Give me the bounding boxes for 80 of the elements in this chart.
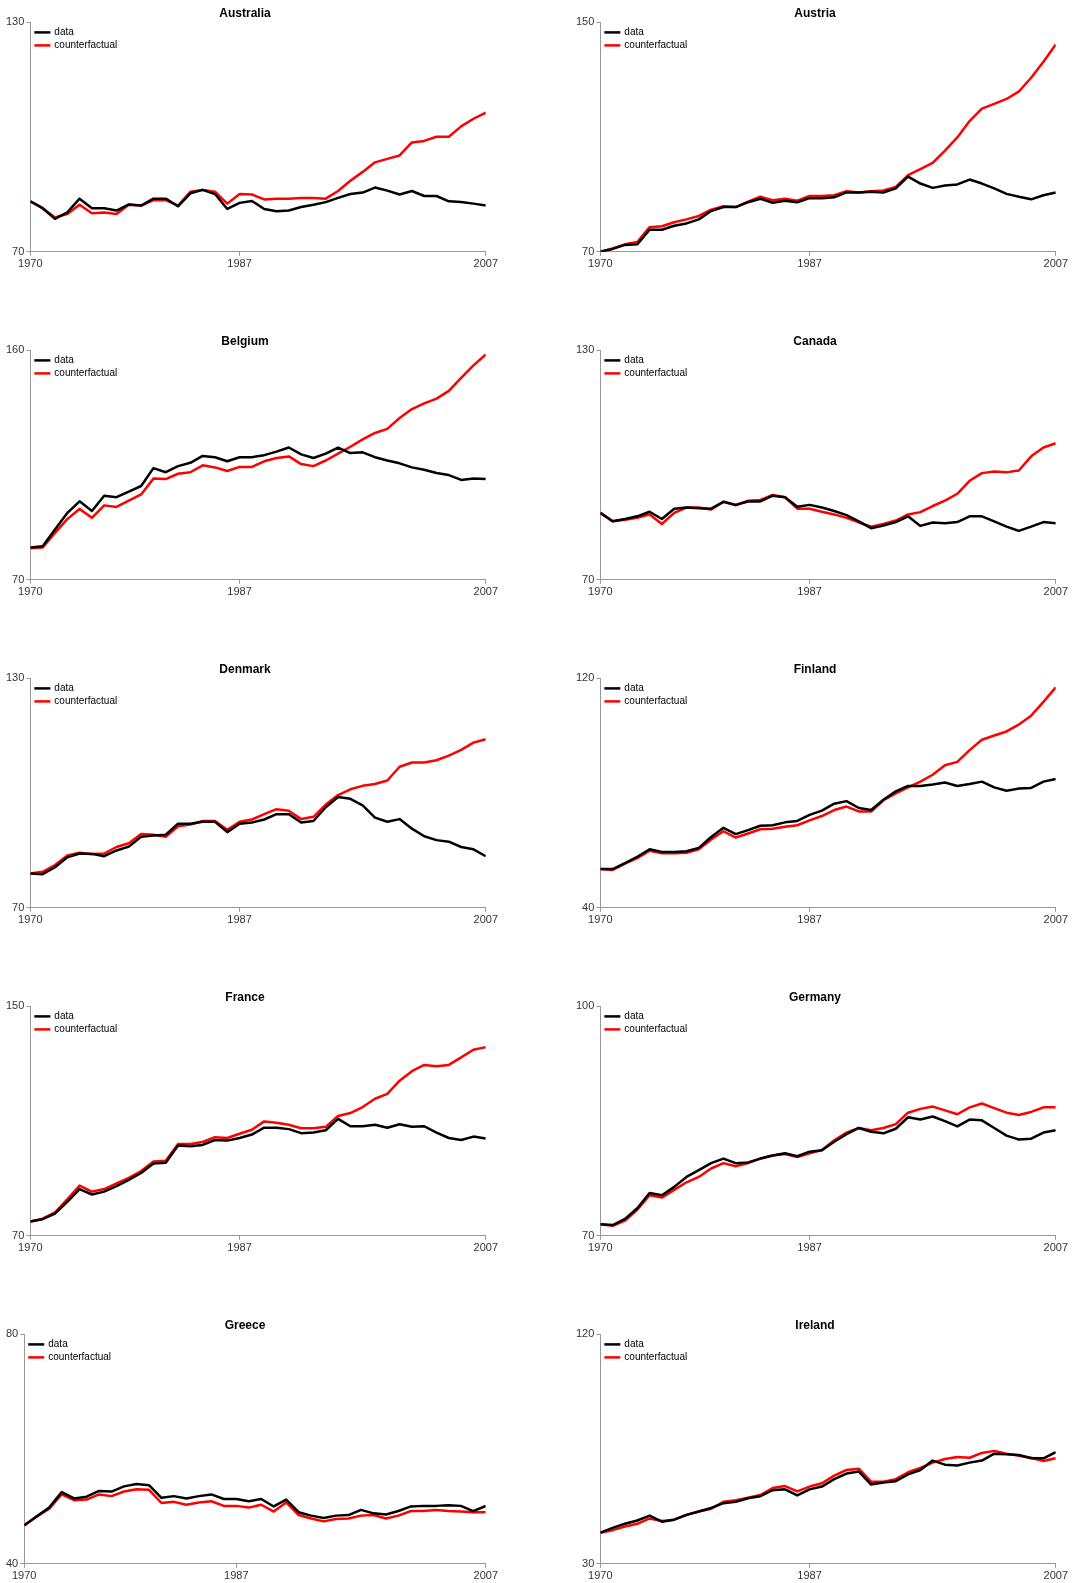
y-tick-label: 70 — [582, 572, 595, 585]
x-tick-label: 1987 — [227, 257, 252, 270]
chart-title: Canada — [793, 333, 837, 348]
chart-title: Austria — [794, 5, 836, 20]
chart-title: Belgium — [221, 333, 269, 348]
legend-label: counterfactual — [624, 1023, 688, 1035]
x-tick-label: 1987 — [227, 1241, 252, 1254]
legend-label: data — [624, 1338, 645, 1350]
y-tick-label: 70 — [582, 1228, 595, 1241]
y-tick-label: 70 — [12, 244, 25, 257]
x-tick-label: 1987 — [227, 585, 252, 598]
legend-label: data — [48, 1338, 69, 1350]
x-tick-label: 2007 — [473, 1241, 499, 1254]
legend-label: counterfactual — [54, 695, 118, 707]
x-tick-label: 2007 — [473, 913, 499, 926]
y-tick-label: 70 — [12, 900, 25, 913]
legend-label: data — [54, 354, 75, 366]
x-tick-label: 1970 — [588, 257, 613, 270]
y-tick-label: 120 — [575, 671, 595, 684]
legend-label: data — [624, 682, 645, 694]
legend-label: counterfactual — [54, 367, 118, 379]
legend-label: data — [624, 26, 645, 38]
x-tick-label: 2007 — [1043, 585, 1069, 598]
x-tick-label: 1970 — [588, 1569, 613, 1582]
y-tick-label: 70 — [12, 1228, 25, 1241]
legend-label: counterfactual — [624, 695, 688, 707]
legend-label: data — [54, 26, 75, 38]
y-tick-label: 130 — [575, 343, 595, 356]
x-tick-label: 1970 — [11, 1569, 37, 1582]
x-tick-label: 1970 — [588, 913, 613, 926]
chart-title: Australia — [219, 5, 271, 20]
x-tick-label: 2007 — [1043, 1241, 1069, 1254]
chart-title: Denmark — [219, 661, 271, 676]
y-tick-label: 40 — [582, 900, 595, 913]
chart-title: France — [225, 989, 265, 1004]
x-tick-label: 2007 — [1043, 1569, 1069, 1582]
x-tick-label: 1987 — [797, 1569, 822, 1582]
y-tick-label: 30 — [582, 1556, 595, 1569]
x-tick-label: 2007 — [473, 1569, 499, 1582]
x-tick-label: 1987 — [224, 1569, 249, 1582]
y-tick-label: 40 — [5, 1556, 19, 1569]
x-tick-label: 1987 — [797, 1241, 822, 1254]
legend-label: counterfactual — [624, 1351, 688, 1363]
x-tick-label: 1987 — [797, 913, 822, 926]
x-tick-label: 2007 — [473, 257, 499, 270]
legend-label: counterfactual — [54, 39, 118, 51]
legend-label: counterfactual — [624, 39, 688, 51]
y-tick-label: 70 — [12, 572, 25, 585]
y-tick-label: 100 — [575, 999, 595, 1012]
chart-title: Germany — [788, 989, 842, 1004]
x-tick-label: 1970 — [588, 1241, 613, 1254]
legend-label: data — [54, 1010, 75, 1022]
x-tick-label: 1970 — [18, 257, 43, 270]
y-tick-label: 130 — [5, 671, 25, 684]
x-tick-label: 1987 — [797, 585, 822, 598]
y-tick-label: 120 — [575, 1327, 595, 1340]
legend-label: data — [54, 682, 75, 694]
y-tick-label: 130 — [5, 15, 25, 28]
x-tick-label: 1970 — [588, 585, 613, 598]
legend-label: counterfactual — [48, 1351, 112, 1363]
legend-label: data — [624, 354, 645, 366]
chart-title: Finland — [793, 661, 837, 676]
x-tick-label: 2007 — [473, 585, 499, 598]
x-tick-label: 1970 — [18, 585, 43, 598]
x-tick-label: 1970 — [18, 913, 43, 926]
x-tick-label: 2007 — [1043, 257, 1069, 270]
legend-label: counterfactual — [624, 367, 688, 379]
legend-label: data — [624, 1010, 645, 1022]
y-tick-label: 150 — [5, 999, 25, 1012]
y-tick-label: 150 — [575, 15, 595, 28]
x-tick-label: 1987 — [227, 913, 252, 926]
x-tick-label: 1987 — [797, 257, 822, 270]
chart-title: Ireland — [795, 1317, 835, 1332]
y-tick-label: 70 — [582, 244, 595, 257]
legend-label: counterfactual — [54, 1023, 118, 1035]
y-tick-label: 80 — [5, 1327, 19, 1340]
x-tick-label: 2007 — [1043, 913, 1069, 926]
x-tick-label: 1970 — [18, 1241, 43, 1254]
y-tick-label: 160 — [5, 343, 25, 356]
chart-title: Greece — [224, 1317, 266, 1332]
